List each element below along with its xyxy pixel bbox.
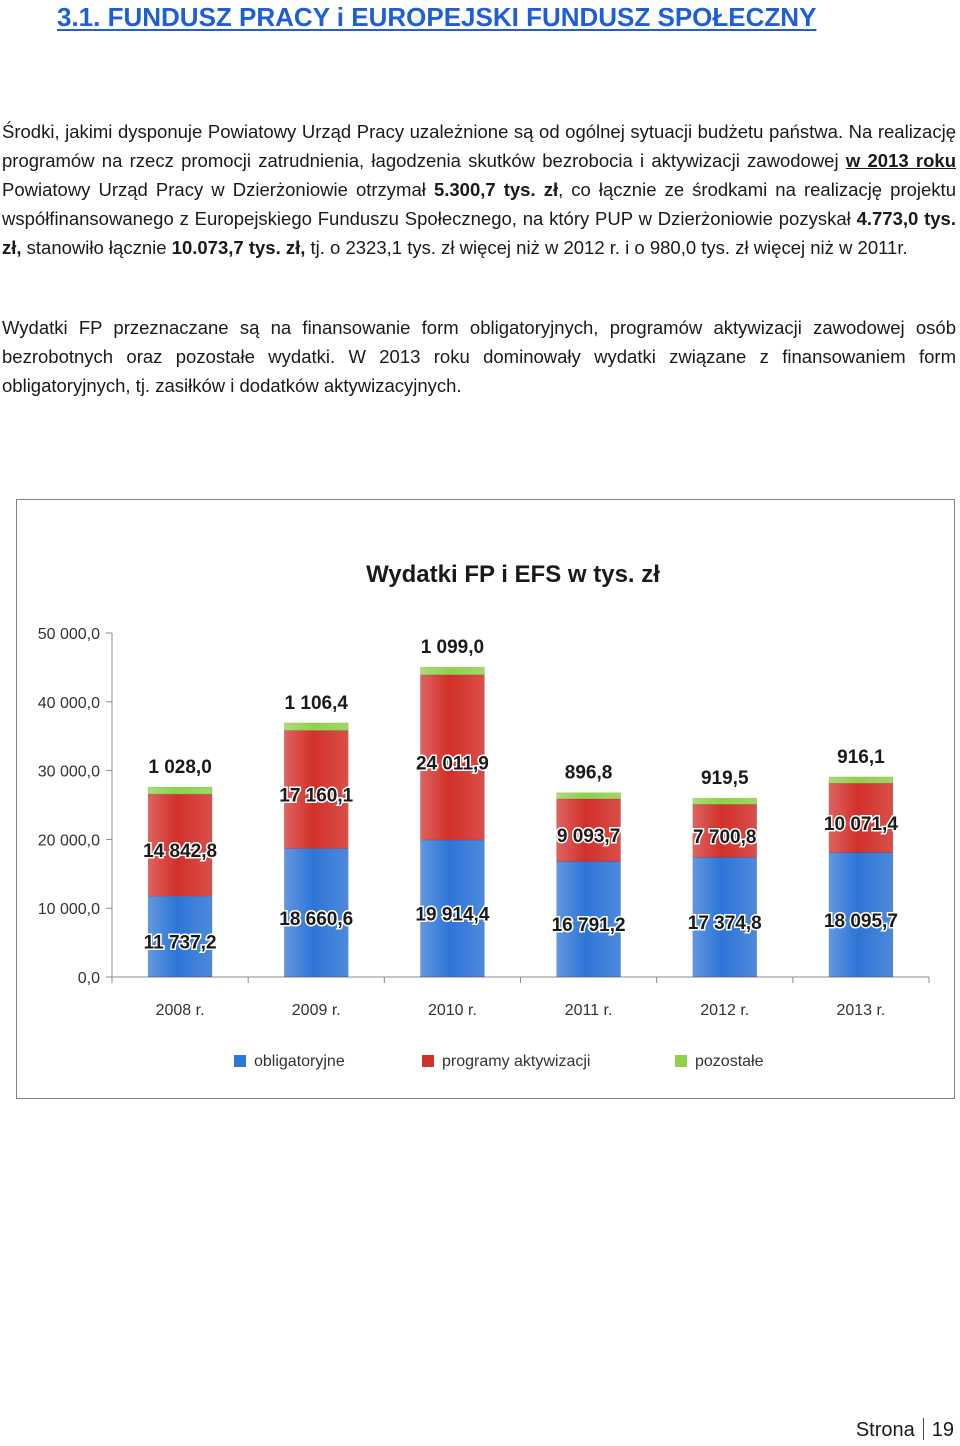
data-label: 1 099,0 xyxy=(421,637,484,658)
data-label: 17 374,8 xyxy=(688,913,762,934)
bar-programy xyxy=(420,674,485,841)
data-label: 17 160,1 xyxy=(279,786,353,807)
page-footer: Strona 19 xyxy=(856,1418,954,1442)
footer-separator xyxy=(922,1418,924,1440)
data-label: 1 106,4 xyxy=(285,693,349,714)
p1-amount-efs: 4.773,0 tys. zł, xyxy=(2,208,956,258)
data-label: 18 095,7 xyxy=(824,911,898,932)
p1-text-4: stanowiło łącznie xyxy=(21,237,172,258)
chart-container: Wydatki FP i EFS w tys. zł 0,0 10 000,0 20… xyxy=(16,499,955,1099)
x-tick-label: 2012 r. xyxy=(700,1002,749,1019)
p1-text-3: , co łącznie ze środkami na realizację p… xyxy=(2,179,956,229)
p1-amount-total: 10.073,7 tys. zł, xyxy=(171,237,306,258)
chart-title: Wydatki FP i EFS w tys. zł xyxy=(366,561,660,588)
bar-obligatoryjne xyxy=(556,861,621,978)
section-heading: 3.1. FUNDUSZ PRACY i EUROPEJSKI FUNDUSZ … xyxy=(57,2,817,32)
p1-text-2: Powiatowy Urząd Pracy w Dzierżoniowie ot… xyxy=(2,179,434,200)
legend-label: programy aktywizacji xyxy=(442,1053,590,1070)
bar-pozostale xyxy=(556,792,621,800)
data-label: 916,1 xyxy=(837,747,885,768)
p1-year-emphasis: w 2013 roku xyxy=(845,150,956,171)
p1-text-5: tj. o 2323,1 tys. zł więcej niż w 2012 r… xyxy=(305,237,908,258)
bar-programy xyxy=(283,730,349,849)
x-tick-label: 2013 r. xyxy=(836,1002,885,1019)
legend-label: pozostałe xyxy=(695,1053,764,1070)
data-label: 10 071,4 xyxy=(824,814,898,835)
x-tick-label: 2009 r. xyxy=(292,1002,341,1019)
data-label: 19 914,4 xyxy=(415,904,489,925)
bar-pozostale xyxy=(420,666,485,676)
bar-pozostale xyxy=(147,786,213,795)
x-tick-label: 2008 r. xyxy=(156,1002,205,1019)
data-label: 1 028,0 xyxy=(148,757,211,778)
paragraph-funding: Środki, jakimi dysponuje Powiatowy Urząd… xyxy=(2,117,956,262)
bar-pozostale xyxy=(692,797,758,805)
data-label: 896,8 xyxy=(565,763,613,784)
y-tick-label: 10 000,0 xyxy=(38,901,100,918)
bar-programy xyxy=(147,793,213,897)
bar-obligatoryjne xyxy=(283,848,349,978)
paragraph-expenses: Wydatki FP przeznaczane są na finansowan… xyxy=(2,317,956,396)
legend-swatch xyxy=(675,1055,687,1067)
y-tick-label: 0,0 xyxy=(78,970,100,987)
data-label: 7 700,8 xyxy=(693,827,756,848)
data-label: 24 011,9 xyxy=(416,753,489,774)
data-label: 14 842,8 xyxy=(143,841,217,862)
legend-label: obligatoryjne xyxy=(254,1053,345,1070)
data-label: 919,5 xyxy=(701,768,749,789)
data-label: 16 791,2 xyxy=(552,915,626,936)
bar-programy xyxy=(692,804,758,858)
x-tick-label: 2011 r. xyxy=(565,1002,613,1019)
bar-obligatoryjne xyxy=(828,852,894,978)
p1-amount-fp: 5.300,7 tys. zł xyxy=(433,179,559,200)
y-tick-label: 50 000,0 xyxy=(38,626,100,643)
y-tick-label: 20 000,0 xyxy=(38,832,100,849)
bar-programy xyxy=(828,782,894,853)
bar-pozostale xyxy=(283,722,349,731)
bar-programy xyxy=(556,798,621,862)
y-tick-label: 30 000,0 xyxy=(38,764,100,781)
expenses-chart: Wydatki FP i EFS w tys. zł 0,0 10 000,0 20… xyxy=(38,561,930,1070)
bar-obligatoryjne xyxy=(420,839,485,978)
y-tick-label: 40 000,0 xyxy=(38,695,100,712)
data-label: 11 737,2 xyxy=(144,933,217,954)
data-label: 18 660,6 xyxy=(279,909,353,930)
legend-swatch xyxy=(422,1055,434,1067)
data-label: 9 093,7 xyxy=(557,826,620,847)
bar-obligatoryjne xyxy=(147,895,213,978)
page-number: 19 xyxy=(931,1419,954,1441)
bar-pozostale xyxy=(828,776,894,784)
p1-text-1: Środki, jakimi dysponuje Powiatowy Urząd… xyxy=(2,121,956,171)
x-tick-label: 2010 r. xyxy=(428,1002,477,1019)
page-label: Strona xyxy=(855,1419,915,1441)
legend-swatch xyxy=(234,1055,246,1067)
